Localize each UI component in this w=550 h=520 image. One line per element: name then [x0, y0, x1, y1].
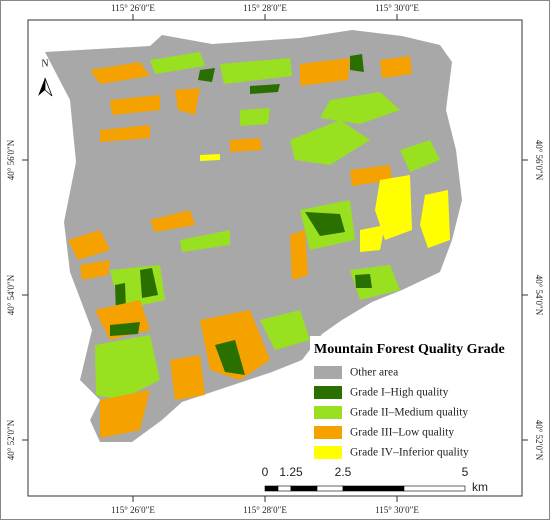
land-patch — [300, 58, 350, 86]
scale-label: 0 — [262, 465, 269, 479]
land-patch — [240, 108, 270, 126]
left-coordinate: 40° 56′0″N — [6, 139, 16, 180]
scale-segment — [277, 485, 292, 492]
north-arrow: N — [38, 58, 53, 97]
legend-label: Grade III–Low quality — [350, 427, 454, 439]
legend-swatch — [314, 446, 342, 459]
scale-segment — [403, 485, 466, 492]
land-patch — [260, 310, 310, 350]
land-patch — [175, 88, 200, 115]
top-coordinate: 115° 30′0″E — [375, 3, 419, 13]
scale-segment — [342, 485, 405, 492]
scale-segment — [316, 485, 344, 492]
scale-unit: km — [472, 480, 488, 494]
land-patch — [305, 212, 345, 236]
left-coordinate: 40° 52′0″N — [6, 419, 16, 460]
legend-label: Grade IV–Inferior quality — [350, 447, 469, 459]
land-patch — [100, 390, 150, 438]
land-patch — [400, 140, 440, 172]
land-patch — [110, 95, 160, 115]
land-patch — [140, 268, 158, 298]
legend-label: Other area — [350, 367, 398, 379]
land-patch — [80, 260, 110, 280]
north-label: N — [41, 58, 48, 69]
bottom-coordinate: 115° 30′0″E — [375, 505, 419, 515]
scale-label: 5 — [462, 465, 469, 479]
legend-label: Grade I–High quality — [350, 387, 449, 399]
land-patch — [150, 52, 205, 74]
legend-label: Grade II–Medium quality — [350, 407, 468, 419]
land-patch — [350, 54, 364, 72]
land-patch — [355, 274, 372, 288]
bottom-coordinate: 115° 28′0″E — [243, 505, 287, 515]
bottom-coordinate: 115° 26′0″E — [111, 505, 155, 515]
scale-segment — [264, 485, 279, 492]
land-patch — [180, 230, 230, 252]
land-patch — [290, 120, 370, 165]
scale-segment — [290, 485, 318, 492]
legend-swatch — [314, 386, 342, 399]
land-patch — [68, 230, 110, 260]
land-patch — [100, 125, 150, 142]
legend-swatch — [314, 366, 342, 379]
land-patch — [290, 230, 308, 280]
scale-bar: 0 1.25 2.5 5km — [262, 465, 488, 494]
land-patch — [150, 210, 195, 232]
legend-background — [310, 336, 518, 460]
top-coordinate: 115° 26′0″E — [111, 3, 155, 13]
right-coordinate: 40° 56′0″N — [534, 140, 544, 181]
land-patch — [250, 84, 280, 94]
land-patch — [360, 225, 385, 252]
study-area — [45, 30, 462, 442]
land-patch — [90, 62, 150, 84]
legend-swatch — [314, 426, 342, 439]
scale-label: 2.5 — [335, 465, 352, 479]
land-patch — [375, 175, 412, 240]
legend-title: Mountain Forest Quality Grade — [314, 342, 505, 357]
land-patch — [220, 58, 292, 84]
land-patch — [200, 154, 220, 161]
left-coordinate: 40° 54′0″N — [6, 274, 16, 315]
frame-ticks — [22, 14, 528, 502]
land-patch — [198, 68, 215, 82]
land-patch — [350, 265, 400, 300]
legend-swatch — [314, 406, 342, 419]
legend: Other area Grade I–High quality Grade II–M… — [314, 366, 469, 459]
land-patch — [170, 355, 205, 400]
scale-label: 1.25 — [279, 465, 303, 479]
right-coordinate: 40° 52′0″N — [534, 420, 544, 461]
coordinate-labels: 115° 26′0″E 115° 28′0″E 115° 30′0″E 115° 26… — [6, 3, 544, 515]
land-patch — [215, 340, 245, 375]
land-patch — [420, 190, 450, 248]
land-patch — [230, 138, 262, 152]
top-coordinate: 115° 28′0″E — [243, 3, 287, 13]
land-patch — [95, 335, 160, 400]
land-patch — [320, 92, 400, 124]
land-patch — [110, 322, 140, 336]
land-patch — [380, 56, 412, 78]
right-coordinate: 40° 54′0″N — [534, 275, 544, 316]
